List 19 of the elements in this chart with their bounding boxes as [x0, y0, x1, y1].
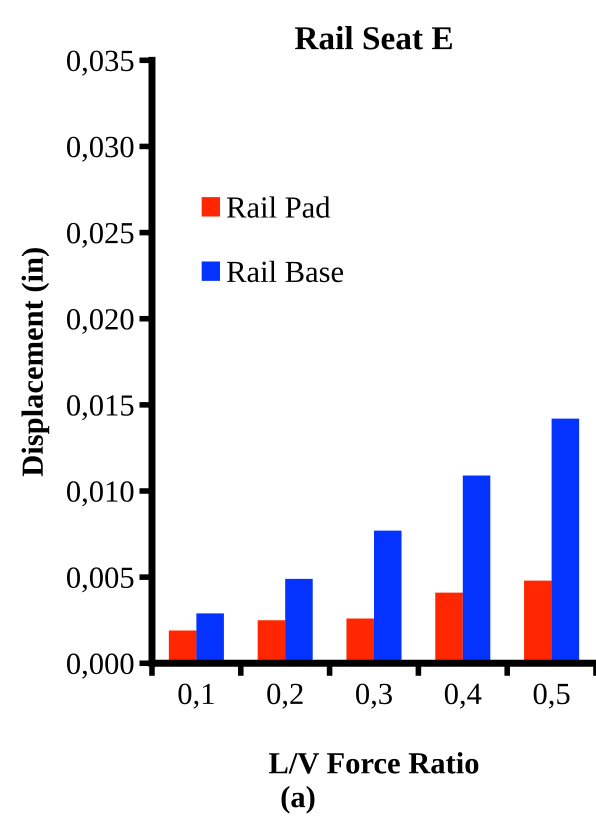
text: (a) [282, 786, 314, 814]
legend-label: Rail Base [227, 260, 344, 282]
y-tick-label: 0,005 [67, 567, 134, 592]
x-axis-title: L/V Force Ratio [268, 752, 478, 774]
x-tick-label: 0,5 [534, 684, 570, 709]
x-tick-label: 0,3 [356, 684, 392, 709]
x-tick-label: 0,2 [267, 684, 303, 709]
x-tick-label: 0,1 [178, 684, 214, 709]
y-tick-label: 0,000 [67, 654, 134, 679]
legend-label: Rail Pad [227, 196, 330, 218]
y-tick-label: 0,015 [67, 395, 134, 420]
x-tick-label: 0,4 [444, 684, 482, 709]
y-axis-title: Displacement (in) [21, 248, 50, 476]
y-tick-label: 0,035 [67, 50, 134, 76]
y-tick-label: 0,030 [67, 136, 134, 162]
y-tick-label: 0,020 [67, 309, 134, 334]
chart-title: Rail Seat E [294, 26, 452, 50]
y-tick-label: 0,010 [67, 481, 134, 506]
y-tick-label: 0,025 [67, 222, 134, 248]
